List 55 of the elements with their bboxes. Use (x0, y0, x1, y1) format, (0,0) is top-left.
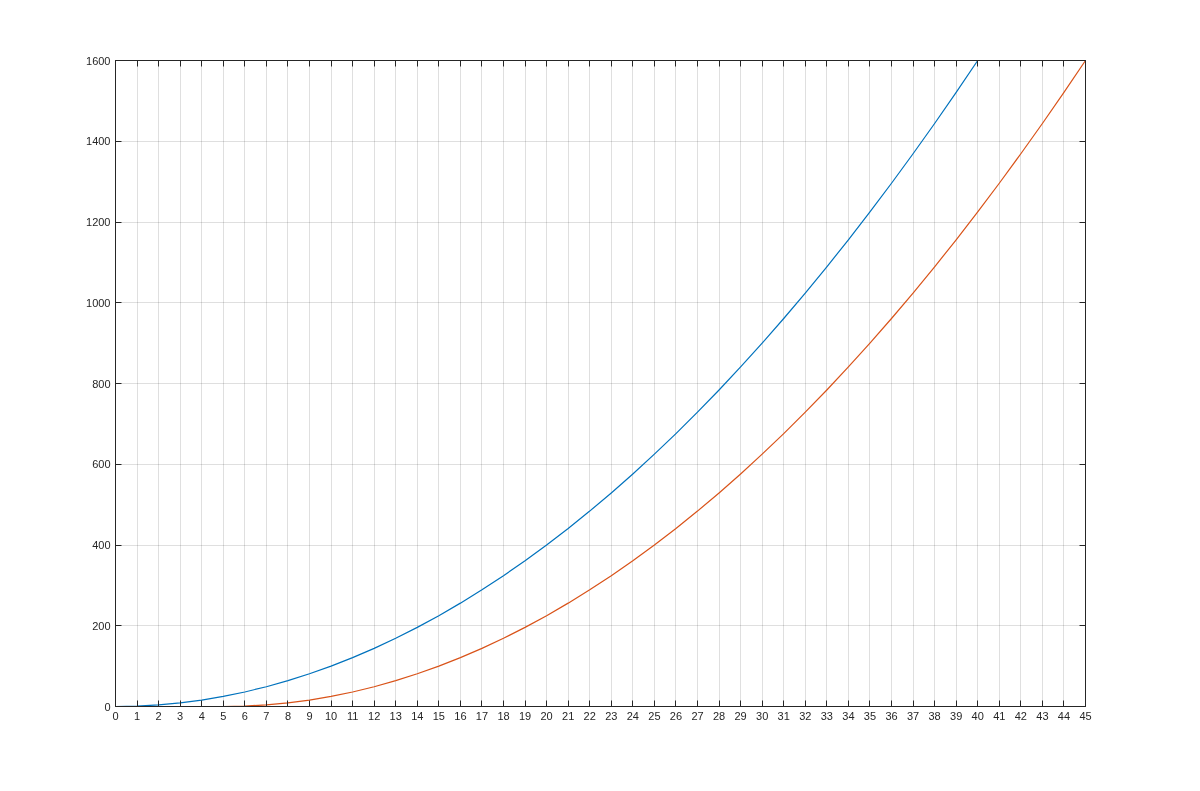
y-tick-label: 600 (92, 458, 111, 471)
x-tick-label: 31 (777, 709, 790, 722)
y-tick-label: 1400 (86, 135, 111, 148)
y-tick-label: 1600 (86, 54, 111, 67)
x-tick-label: 1 (134, 709, 141, 722)
x-tick-label: 3 (177, 709, 184, 722)
x-tick-label: 19 (518, 709, 532, 722)
x-tick-label: 23 (605, 709, 618, 722)
x-tick-label: 11 (346, 709, 359, 722)
x-tick-label: 15 (432, 709, 445, 722)
x-tick-label: 8 (284, 709, 292, 722)
y-tick-label: 400 (92, 539, 111, 551)
x-tick-label: 20 (540, 709, 553, 722)
x-tick-label: 33 (820, 709, 833, 722)
x-tick-label: 37 (906, 709, 920, 722)
x-tick-label: 30 (756, 709, 769, 722)
x-tick-label: 6 (241, 709, 248, 722)
x-tick-label: 17 (475, 709, 489, 722)
x-tick-label: 41 (993, 709, 1006, 722)
x-tick-label: 13 (389, 709, 402, 722)
x-tick-label: 42 (1014, 709, 1027, 722)
x-tick-label: 21 (562, 709, 575, 722)
x-tick-label: 34 (842, 709, 855, 722)
x-tick-label: 4 (198, 709, 205, 722)
y-tick-label: 800 (92, 377, 111, 390)
x-tick-label: 10 (324, 709, 338, 722)
x-tick-label: 5 (220, 709, 227, 722)
x-tick-label: 26 (669, 709, 683, 722)
x-tick-label: 35 (863, 709, 877, 722)
x-tick-label: 12 (368, 709, 381, 722)
x-tick-label: 32 (799, 709, 812, 722)
x-tick-label: 38 (928, 709, 941, 722)
x-tick-label: 14 (411, 709, 424, 722)
x-tick-label: 44 (1057, 709, 1071, 722)
y-tick-label: 1000 (86, 296, 111, 309)
y-tick-label: 1200 (86, 216, 111, 228)
x-tick-label: 22 (583, 709, 596, 722)
x-tick-label: 0 (112, 709, 119, 722)
y-tick-label: 200 (92, 619, 111, 632)
x-tick-label: 29 (734, 709, 747, 722)
x-tick-label: 7 (263, 709, 270, 722)
x-tick-label: 36 (885, 709, 898, 722)
x-tick-label: 18 (497, 709, 510, 722)
x-tick-label: 28 (712, 709, 726, 722)
x-tick-label: 27 (691, 709, 704, 722)
x-tick-label: 2 (155, 709, 162, 722)
x-tick-label: 40 (971, 709, 984, 722)
x-tick-label: 16 (454, 709, 467, 722)
x-tick-label: 24 (626, 709, 639, 722)
x-tick-label: 45 (1079, 709, 1092, 722)
x-tick-label: 25 (648, 709, 661, 722)
y-tick-label: 0 (104, 700, 111, 713)
x-tick-label: 39 (950, 709, 963, 722)
x-tick-label: 9 (306, 709, 313, 722)
x-tick-label: 43 (1036, 709, 1049, 722)
